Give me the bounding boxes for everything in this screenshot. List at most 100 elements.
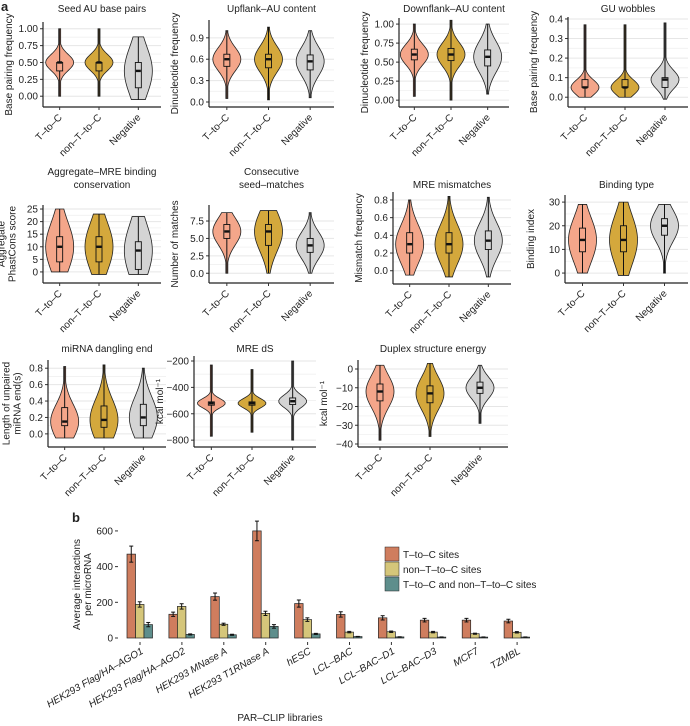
x-tick-label: Negative <box>262 452 298 488</box>
bar-chart: 0 200 400 600 Average interactions per microR… <box>45 520 536 724</box>
y-tick-label: 0.4 <box>549 14 563 25</box>
median-mark <box>62 420 68 423</box>
y-tick-label: 0.8 <box>374 195 388 206</box>
legend-swatch <box>384 576 400 592</box>
median-mark <box>662 224 667 227</box>
x-tick-label: T–to–C <box>201 112 232 143</box>
y-tick-label: 0.0 <box>374 266 388 277</box>
x-tick-label: Negative <box>108 112 144 148</box>
y-tick-label: 2.5 <box>190 251 204 262</box>
y-tick-label: 0 <box>347 365 353 376</box>
median-mark <box>580 238 585 242</box>
median-mark <box>101 418 107 422</box>
x-tick-label: T–to–C <box>384 289 415 320</box>
median-mark <box>446 242 452 246</box>
median-mark <box>224 58 230 61</box>
panel-title: MRE dS <box>236 344 274 355</box>
median-mark <box>485 55 491 58</box>
bar <box>302 619 312 639</box>
violin-panel: MRE mismatches Mismatch frequency 0.0 0.2 0.… <box>354 180 511 336</box>
bar <box>294 603 304 639</box>
y-tick-label: −20 <box>336 402 353 413</box>
box <box>139 403 147 427</box>
y-axis-label: PhastCons score <box>8 205 19 282</box>
x-tick-label: MCF7 <box>452 646 481 669</box>
x-tick-label: T–to–C <box>388 112 419 143</box>
panel-title: GU wobbles <box>601 4 655 15</box>
y-tick-label: 1.00 <box>375 20 395 31</box>
y-tick-label: −40 <box>336 440 353 451</box>
x-tick-label: T–to–C <box>201 288 232 319</box>
median-mark <box>407 242 413 246</box>
y-tick-label: 0.25 <box>19 75 39 86</box>
y-tick-label: 0.3 <box>549 34 563 45</box>
violin-panel: miRNA dangling end Length of unpaired miRN… <box>2 344 166 499</box>
y-tick-label: 20 <box>549 221 561 232</box>
y-tick-label: 0.4 <box>374 231 388 242</box>
panel-title: Downflank–AU content <box>403 4 505 15</box>
x-tick-label: T–to–C <box>557 288 588 319</box>
y-axis-label: Average interactions <box>72 539 83 630</box>
box <box>406 232 414 254</box>
median-mark <box>582 86 588 89</box>
y-tick-label: 20 <box>27 217 39 228</box>
violin-panel: Upflank–AU content Dinucleotide frequency… <box>170 4 334 159</box>
bar <box>461 619 472 639</box>
y-tick-label: −200 <box>166 357 189 368</box>
y-tick-label: 0 <box>32 267 38 278</box>
y-tick-label: 0.4 <box>29 397 43 408</box>
bar <box>126 553 136 639</box>
y-tick-label: 7.5 <box>190 217 204 228</box>
legend-swatch <box>384 561 400 577</box>
panel-title: conservation <box>74 180 131 191</box>
bar <box>419 619 430 639</box>
median-mark <box>57 61 63 64</box>
x-tick-label: non–T–to–C <box>407 289 454 336</box>
y-tick-label: 10 <box>549 245 561 256</box>
y-tick-label: 0.00 <box>375 96 395 107</box>
x-tick-label: Negative <box>108 288 144 324</box>
y-tick-label: 0.2 <box>374 249 388 260</box>
panel-title: Consecutive <box>244 167 299 178</box>
y-axis-label: Aggregate <box>0 220 8 267</box>
violin-panel: Consecutive seed–matches Number of matches… <box>170 167 334 335</box>
x-tick-label: non–T–to–C <box>227 112 274 159</box>
x-tick-label: T–to–C <box>34 112 65 143</box>
bar <box>260 613 271 639</box>
violin-panel: Duplex structure energy kcal mol⁻¹ −40 −30 −… <box>319 344 508 499</box>
x-tick-label: Negative <box>458 289 494 325</box>
box <box>661 77 669 88</box>
y-axis-label: Mismatch frequency <box>354 193 365 282</box>
x-tick-label: T–to–C <box>354 452 385 483</box>
legend-label: T–to–C and non–T–to–C sites <box>403 580 536 591</box>
bar <box>218 623 229 639</box>
box <box>100 405 108 428</box>
x-tick-label: hESC <box>285 646 314 669</box>
bar <box>210 596 220 639</box>
median-mark <box>57 245 63 248</box>
bar <box>336 614 346 639</box>
x-tick-label: Negative <box>113 452 149 488</box>
median-mark <box>135 69 141 73</box>
y-tick-label: 0.3 <box>190 76 204 87</box>
median-mark <box>477 386 483 389</box>
panel-title: Duplex structure energy <box>380 344 486 355</box>
y-tick-label: 0.50 <box>19 58 39 69</box>
panel-title: Aggregate–MRE binding <box>48 167 157 178</box>
y-tick-label: 0.0 <box>549 93 563 104</box>
x-tick-label: non–T–to–C <box>388 452 435 499</box>
x-tick-label: non–T–to–C <box>57 288 104 335</box>
y-tick-label: 0.25 <box>375 77 395 88</box>
violin-panel: MRE dS kcal mol⁻¹ −800 −600 −400 −200 T–to–Cno… <box>155 344 316 499</box>
panel-title: miRNA dangling end <box>61 344 152 355</box>
median-mark <box>266 230 271 233</box>
y-tick-label: 15 <box>27 230 39 241</box>
legend-swatch <box>384 546 400 562</box>
x-tick-label: Negative <box>457 112 493 148</box>
x-tick-label: Negative <box>449 452 485 488</box>
median-mark <box>224 230 230 233</box>
y-axis-label: Dinucleotide frequency <box>170 13 181 115</box>
y-tick-label: −10 <box>336 383 353 394</box>
x-tick-label: non–T–to–C <box>62 452 109 499</box>
